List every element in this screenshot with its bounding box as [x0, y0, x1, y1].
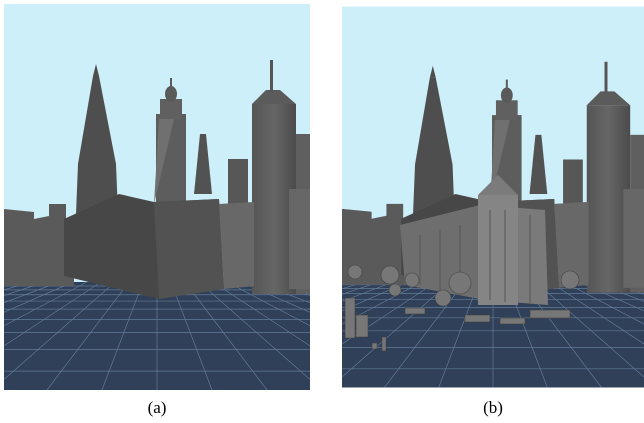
caption: (a) — [148, 398, 167, 417]
panel-a: (a) — [4, 4, 310, 417]
cathedral-model — [344, 175, 580, 352]
caption: (b) — [483, 398, 503, 417]
panel-b: (b) — [342, 6, 644, 417]
